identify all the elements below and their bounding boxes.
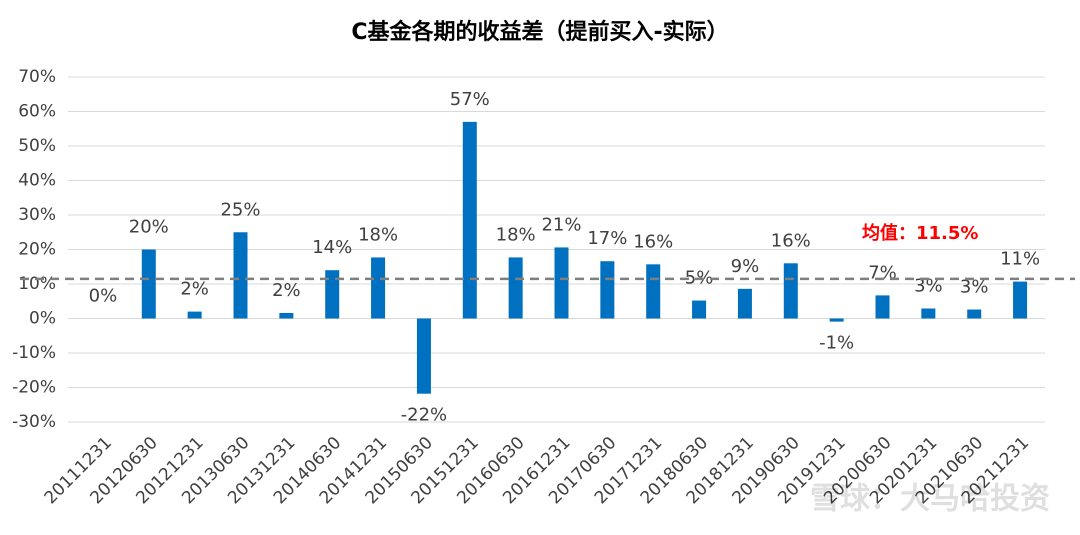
y-tick-label: 10%: [18, 274, 56, 294]
mean-label: 均值：11.5%: [862, 222, 978, 244]
value-label: 25%: [220, 199, 260, 220]
value-label: 11%: [1000, 249, 1040, 270]
y-tick-label: -20%: [12, 378, 56, 398]
value-label: 18%: [358, 224, 398, 245]
value-label: 57%: [450, 89, 490, 110]
y-tick-label: 60%: [18, 102, 56, 122]
bar: [967, 309, 982, 319]
y-tick-label: 20%: [18, 240, 56, 260]
watermark: 雪球：大马哈投资: [810, 482, 1050, 517]
value-label: 0%: [89, 286, 118, 307]
value-label: 14%: [312, 237, 352, 258]
value-label: 7%: [868, 262, 897, 283]
bar: [279, 312, 294, 319]
bar: [783, 263, 798, 319]
value-label: -1%: [819, 333, 854, 354]
bar: [554, 247, 569, 319]
bar: [416, 318, 431, 394]
y-tick-label: 30%: [18, 205, 56, 225]
value-label: 18%: [496, 224, 536, 245]
y-tick-label: -10%: [12, 343, 56, 363]
y-tick-label: 70%: [18, 67, 56, 87]
bar: [921, 308, 936, 319]
value-label: -22%: [401, 405, 448, 426]
y-tick-label: 0%: [29, 309, 56, 329]
bar: [325, 270, 340, 319]
bar: [829, 318, 844, 322]
bar: [1013, 281, 1028, 319]
value-label: 9%: [731, 256, 760, 277]
bar: [737, 288, 752, 319]
bar: [187, 311, 202, 319]
value-label: 2%: [272, 280, 301, 301]
bar: [462, 121, 477, 319]
y-tick-label: 40%: [18, 171, 56, 191]
y-tick-label: -30%: [12, 412, 56, 432]
value-label: 3%: [914, 275, 943, 296]
value-label: 16%: [633, 231, 673, 252]
bar: [875, 295, 890, 319]
value-label: 2%: [180, 279, 209, 300]
bar: [508, 257, 523, 319]
bar: [600, 261, 615, 319]
value-label: 20%: [129, 217, 169, 238]
bar: [141, 249, 156, 319]
value-label: 16%: [771, 230, 811, 251]
bar: [646, 264, 661, 319]
chart-title: C基金各期的收益差（提前买入-实际）: [351, 19, 728, 45]
bar: [692, 300, 707, 319]
y-tick-label: 50%: [18, 136, 56, 156]
value-label: 17%: [587, 228, 627, 249]
value-label: 3%: [960, 277, 989, 298]
value-label: 21%: [541, 214, 581, 235]
bar: [371, 257, 386, 319]
bar: [233, 232, 248, 319]
